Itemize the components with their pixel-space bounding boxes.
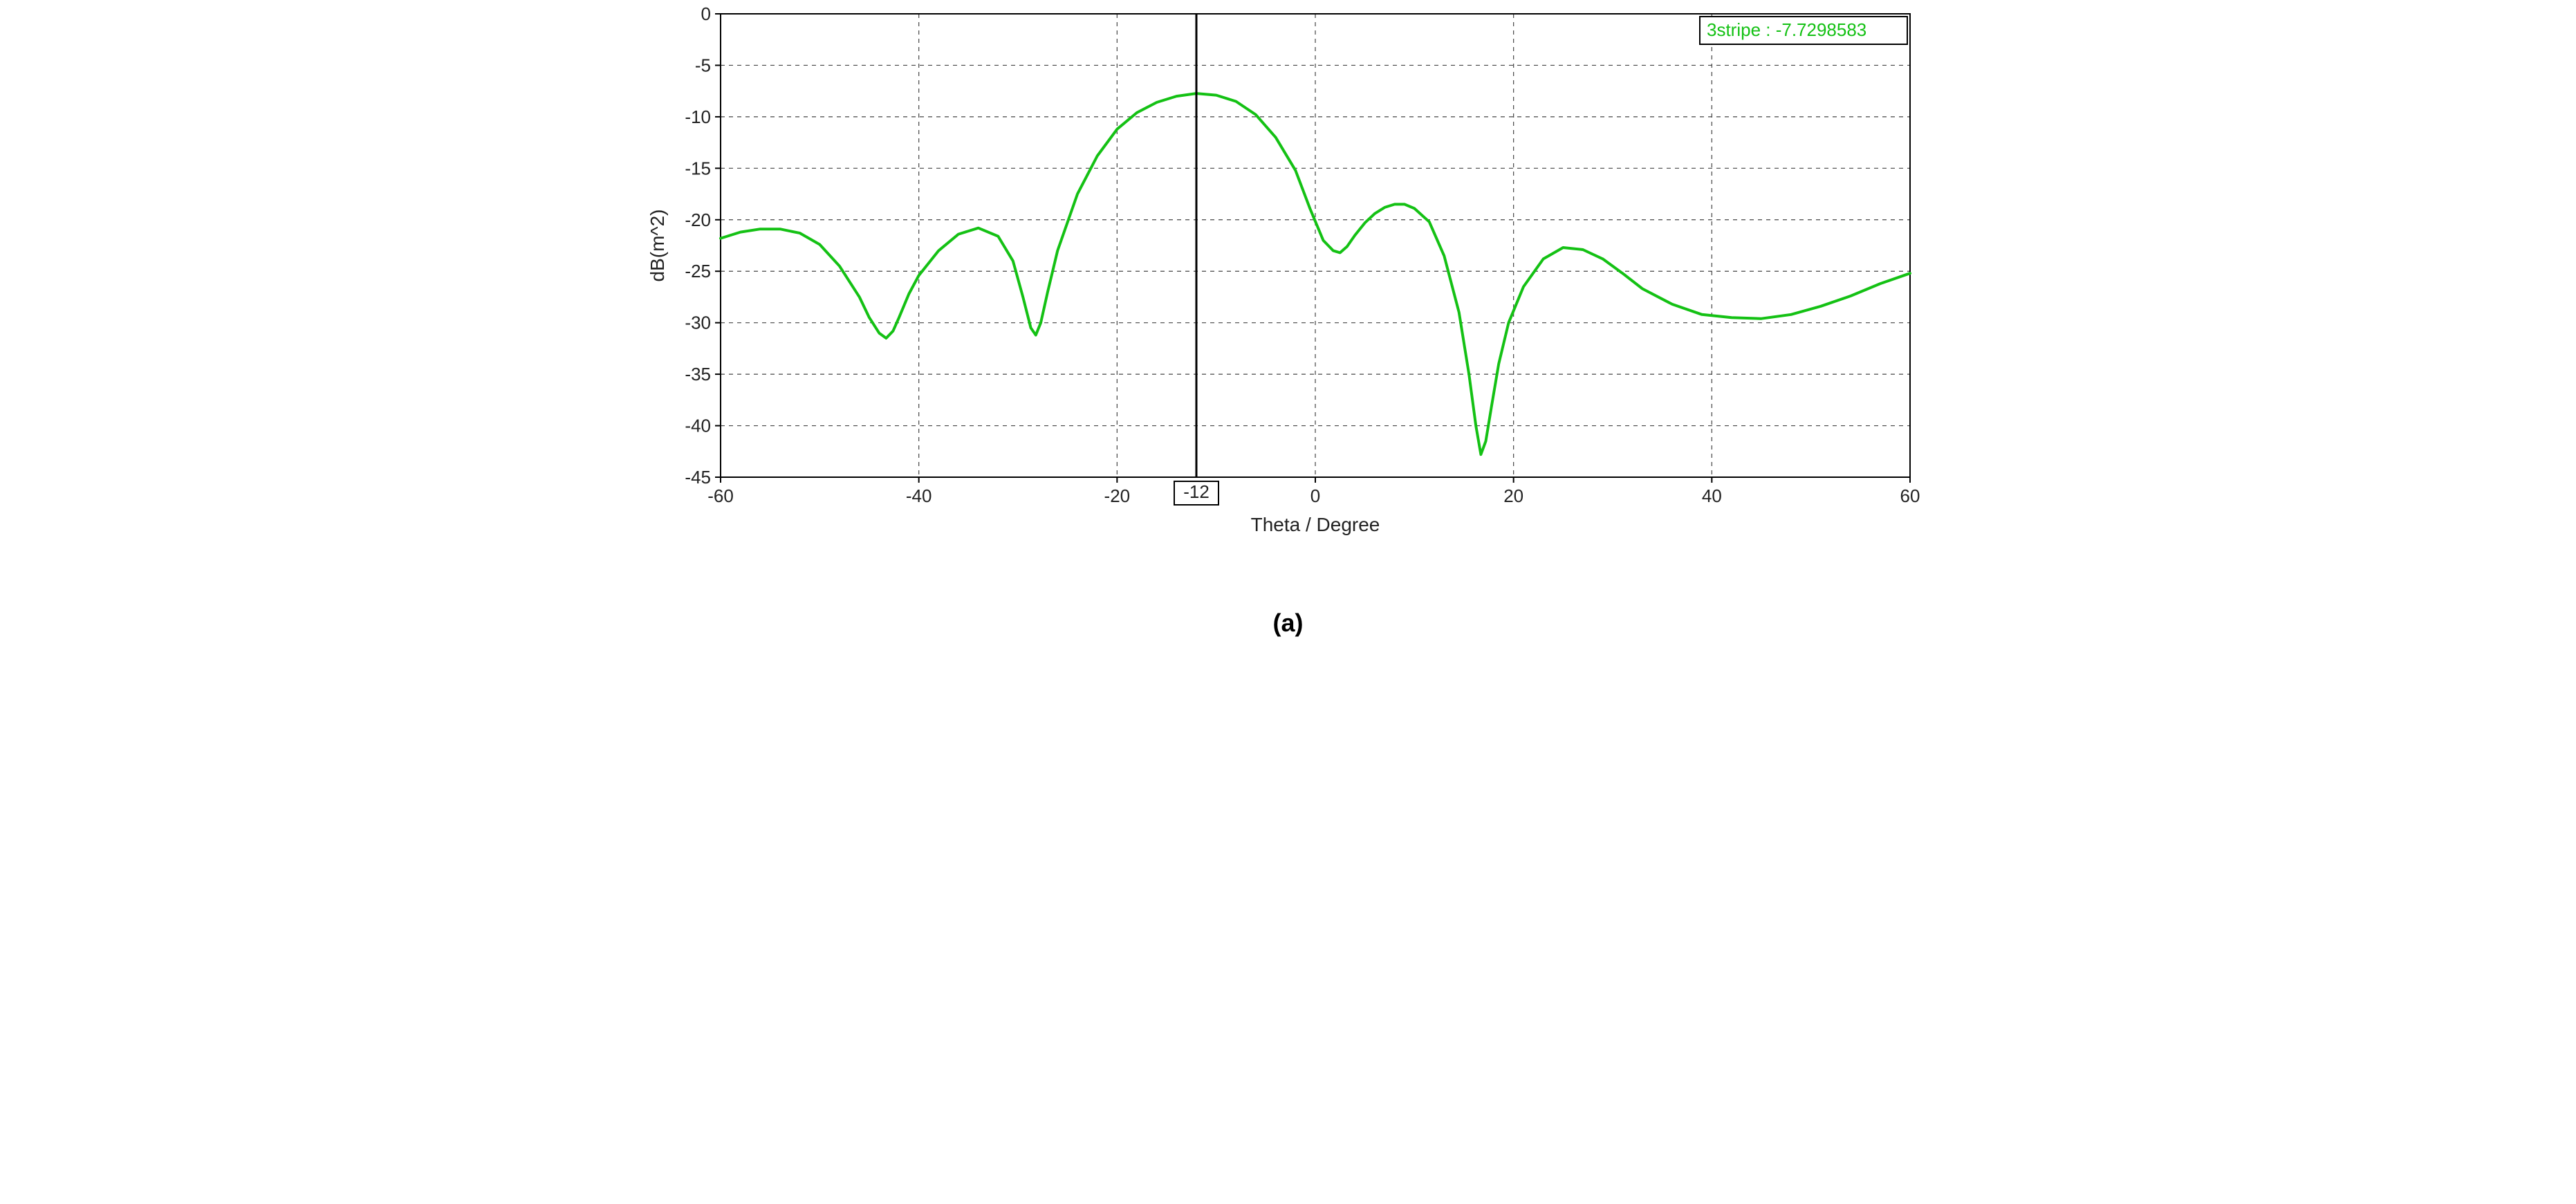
y-tick-label: -10 <box>685 106 711 127</box>
y-tick-label: -5 <box>694 55 710 75</box>
x-tick-label: -60 <box>707 485 734 506</box>
x-tick-label: 20 <box>1503 485 1523 506</box>
y-tick-label: -35 <box>685 364 711 385</box>
y-axis-label: dB(m^2) <box>647 210 668 282</box>
x-tick-label: -40 <box>905 485 932 506</box>
x-tick-label: 60 <box>1900 485 1920 506</box>
rcs-chart: 0 -5 -10 -15 -20 -25 -30 -35 -40 -45-60 -40 -20 0 20 4… <box>645 0 1932 602</box>
legend-text: 3stripe : -7.7298583 <box>1707 19 1866 40</box>
y-tick-label: -45 <box>685 467 711 488</box>
y-tick-label: -15 <box>685 158 711 178</box>
y-tick-label: -40 <box>685 416 711 436</box>
y-tick-label: 0 <box>701 3 710 24</box>
y-tick-label: -30 <box>685 313 711 333</box>
y-tick-label: -20 <box>685 210 711 230</box>
x-tick-label: 40 <box>1701 485 1721 506</box>
x-tick-label: -20 <box>1104 485 1130 506</box>
x-axis-label: Theta / Degree <box>1250 514 1380 535</box>
marker-label: -12 <box>1183 481 1210 502</box>
sub-caption: (a) <box>0 609 2576 638</box>
chart-svg: 0 -5 -10 -15 -20 -25 -30 -35 -40 -45-60 -40 -20 0 20 4… <box>645 0 1932 602</box>
y-tick-label: -25 <box>685 261 711 281</box>
x-tick-label: 0 <box>1310 485 1319 506</box>
